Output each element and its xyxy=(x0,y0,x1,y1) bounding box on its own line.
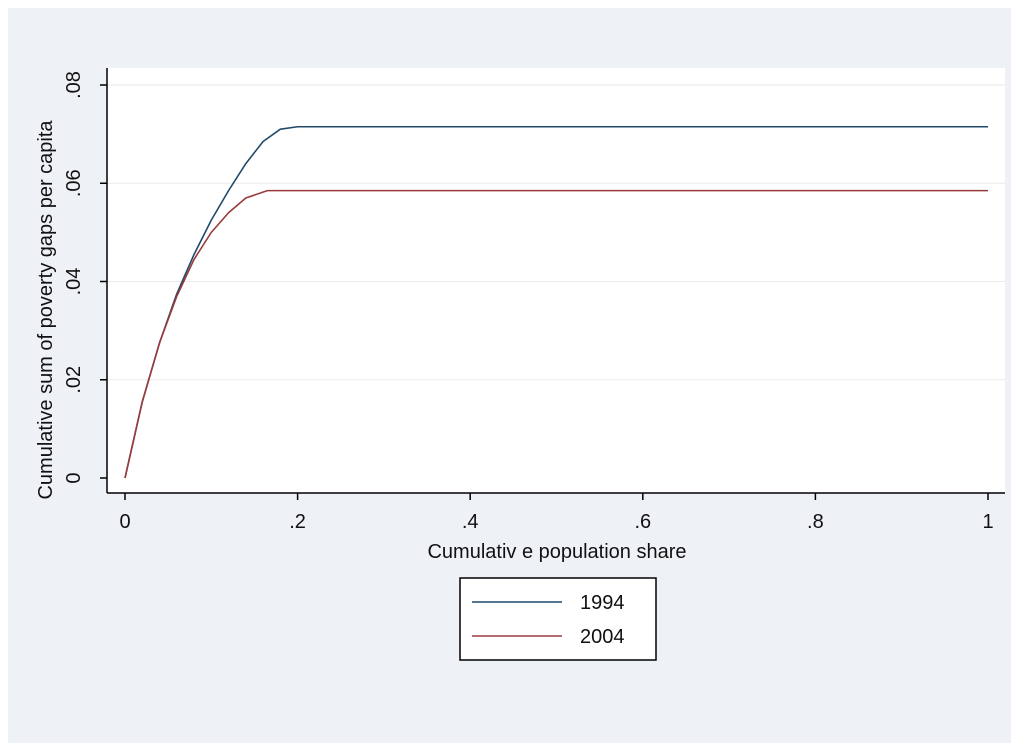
gridlines xyxy=(107,84,1005,381)
legend-box xyxy=(459,577,657,661)
x-tick-label: .6 xyxy=(634,511,651,533)
x-tick-label: .8 xyxy=(807,511,824,533)
plot-area xyxy=(107,68,1005,493)
y-tick-label: 0 xyxy=(63,472,85,483)
series-line-2004 xyxy=(124,189,988,479)
legend-label-2004: 2004 xyxy=(580,626,625,648)
legend-label-1994: 1994 xyxy=(580,592,625,614)
x-tick-label: 1 xyxy=(982,511,993,533)
x-axis-title: Cumulativ e population share xyxy=(427,541,686,563)
y-axis-title: Cumulative sum of poverty gaps per capit… xyxy=(35,120,57,500)
y-tick-label: .02 xyxy=(63,366,85,394)
series-lines xyxy=(124,125,988,479)
axes: 0 .02 .04 .06 .08 0 .2 .4 .6 .8 1 xyxy=(63,68,1005,533)
legend: 1994 2004 xyxy=(459,577,657,661)
x-tick-label: .2 xyxy=(289,511,306,533)
y-tick-label: .08 xyxy=(63,71,85,99)
y-tick-label: .06 xyxy=(63,169,85,197)
y-tick-label: .04 xyxy=(63,268,85,296)
x-tick-label: 0 xyxy=(119,511,130,533)
x-tick-label: .4 xyxy=(462,511,479,533)
